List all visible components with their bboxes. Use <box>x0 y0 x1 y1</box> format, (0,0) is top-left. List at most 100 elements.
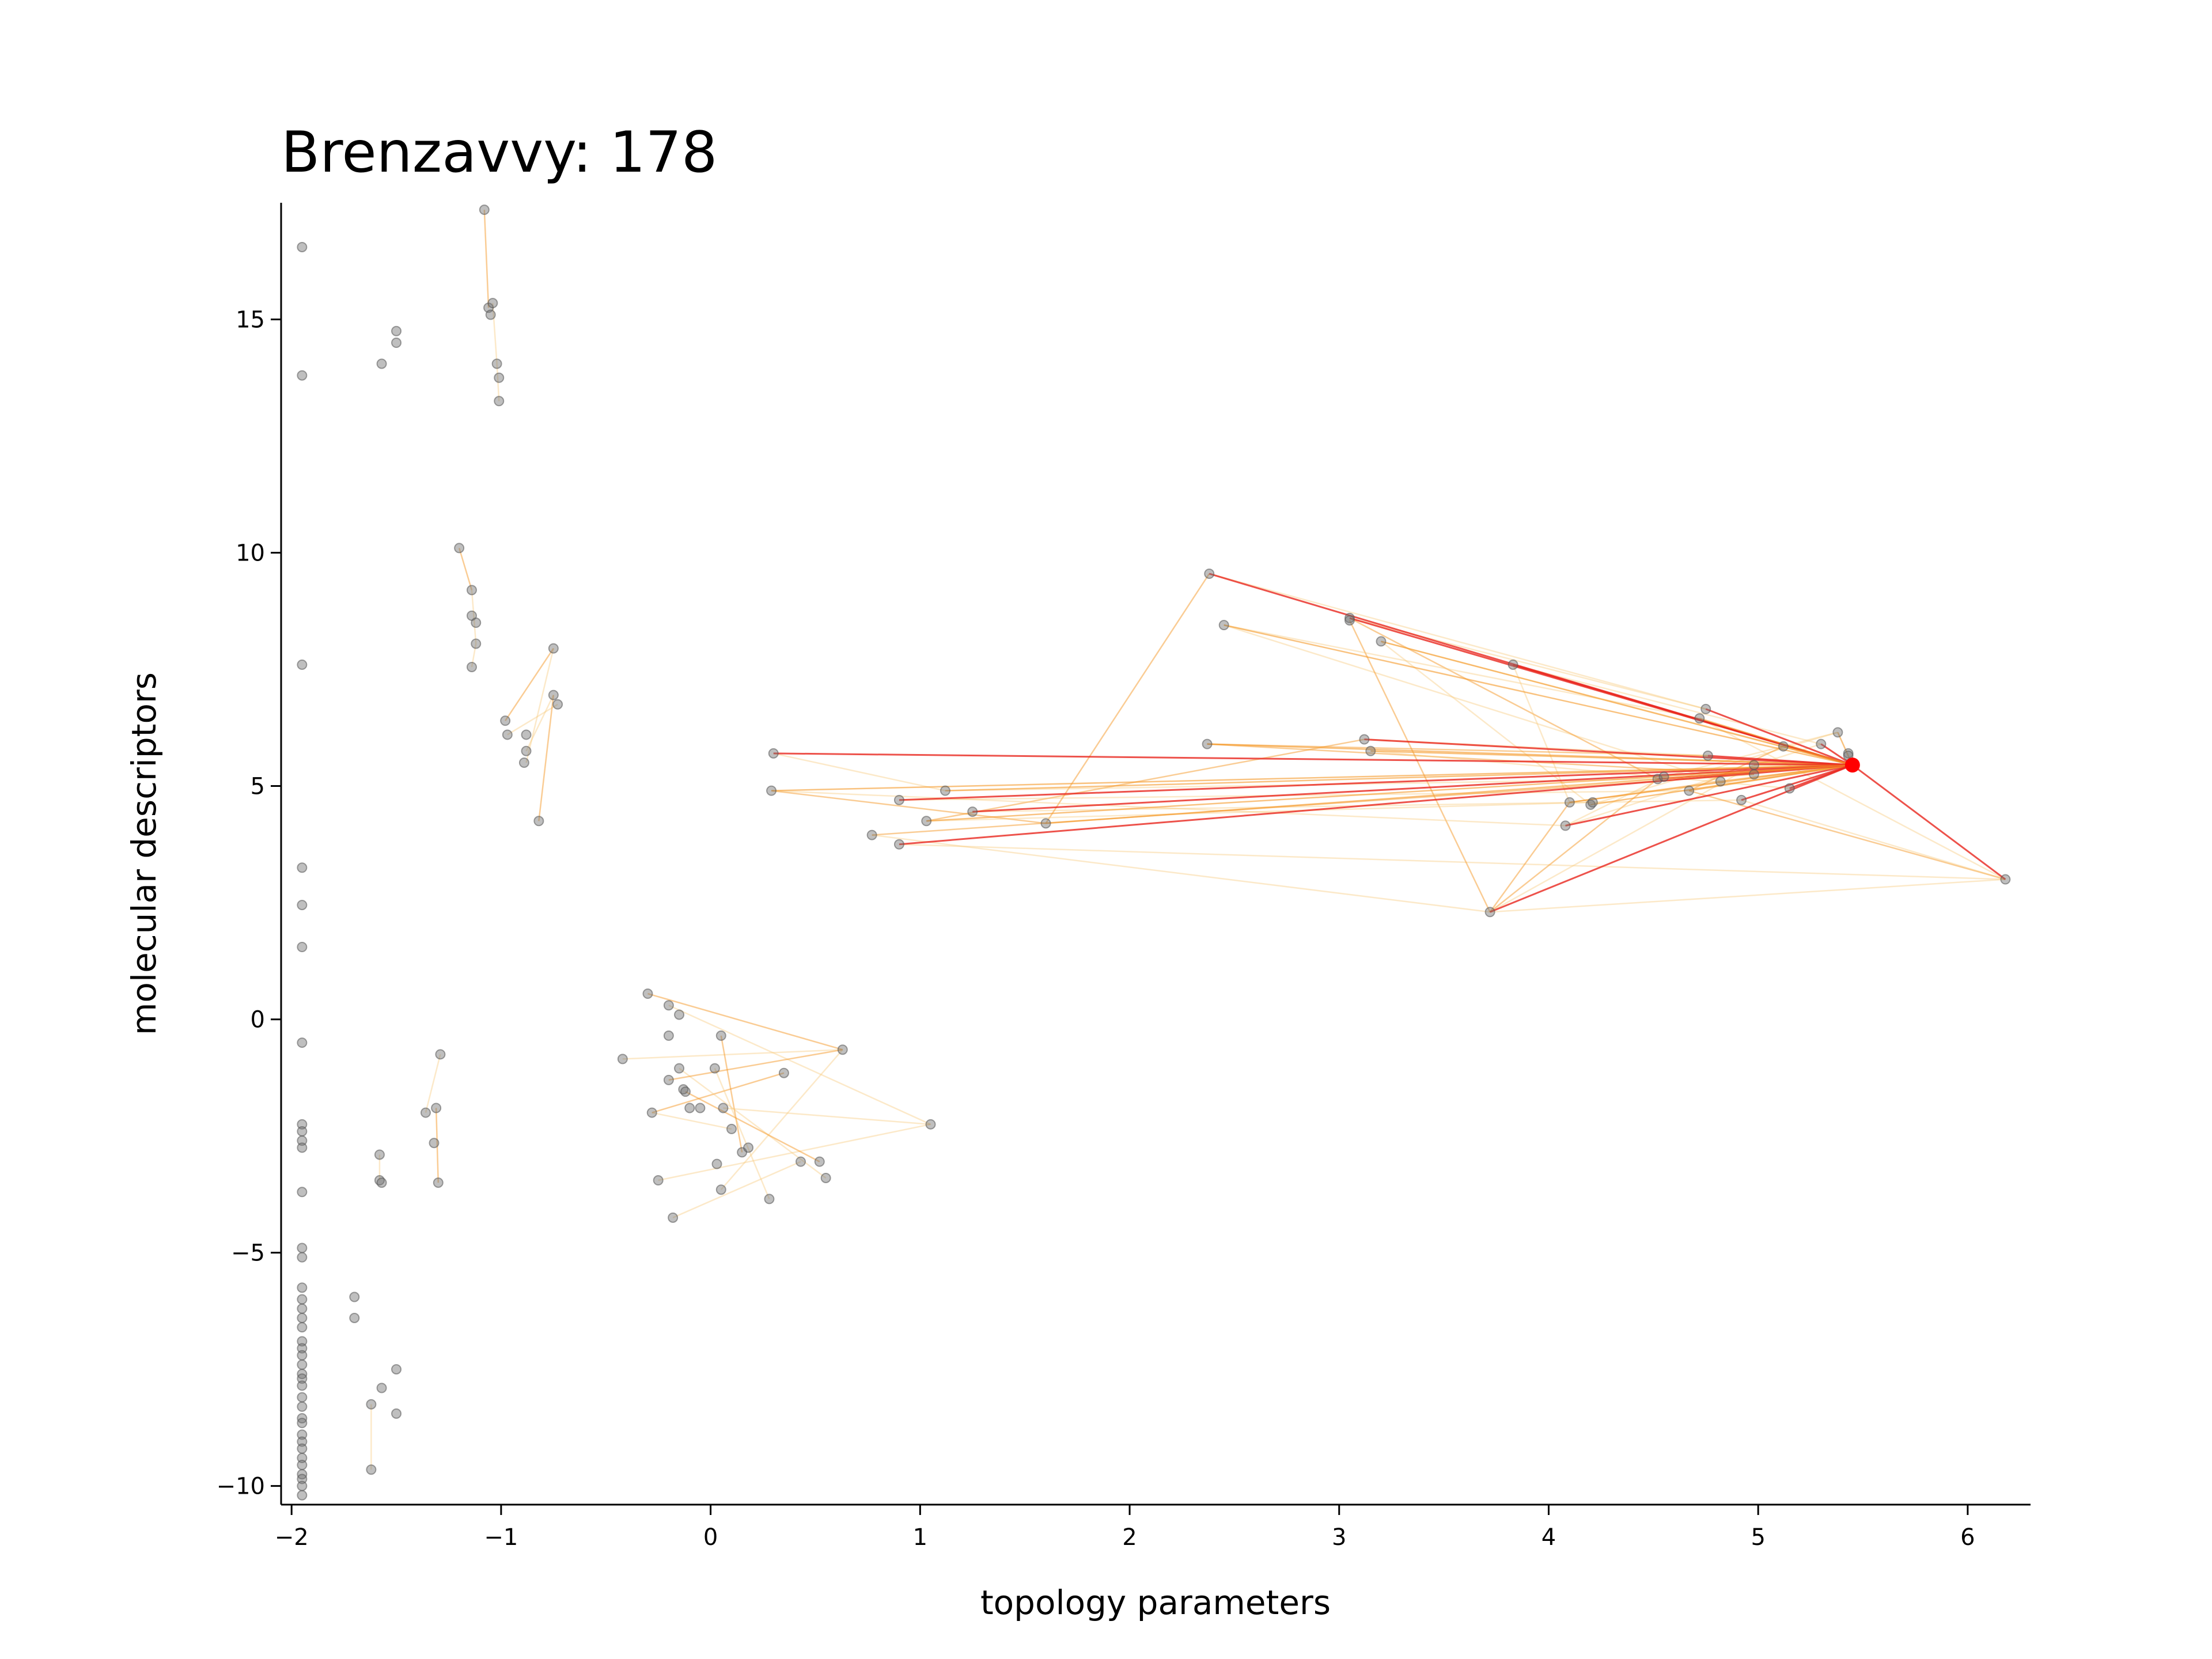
highlight-edge <box>1381 641 1853 766</box>
data-point <box>297 1336 308 1347</box>
data-point <box>1204 568 1215 579</box>
axes <box>280 203 2031 1506</box>
data-point <box>391 325 402 336</box>
data-point <box>1778 741 1789 752</box>
data-point <box>1587 797 1598 808</box>
edge <box>1699 717 2006 880</box>
highlight-edge <box>1851 764 2006 880</box>
edge <box>1512 664 1570 803</box>
data-point <box>297 1418 308 1429</box>
data-point <box>431 1103 442 1113</box>
data-point <box>366 1464 377 1475</box>
data-point <box>521 745 532 756</box>
y-tick-label: −10 <box>217 1474 265 1500</box>
edge <box>771 790 1046 824</box>
chart-title: Brenzavvy: 178 <box>281 120 717 185</box>
edge <box>435 1108 440 1183</box>
data-point <box>533 816 544 827</box>
edge <box>525 648 555 763</box>
edge <box>1349 620 1491 912</box>
data-point <box>680 1086 691 1097</box>
data-point <box>837 1044 848 1055</box>
data-point <box>297 1187 308 1198</box>
data-point <box>376 1382 387 1393</box>
data-point <box>766 785 777 796</box>
x-tick-label: 6 <box>1960 1524 1975 1551</box>
edge <box>1490 764 1755 913</box>
data-point <box>435 1049 446 1060</box>
x-tick-label: 0 <box>703 1524 718 1551</box>
edge <box>538 695 555 821</box>
data-point <box>297 862 308 873</box>
data-point <box>663 1000 674 1011</box>
data-point <box>1508 659 1518 670</box>
x-tick-label: 3 <box>1332 1524 1346 1551</box>
data-point <box>297 1312 308 1323</box>
data-point <box>743 1142 754 1153</box>
data-point <box>1652 774 1663 785</box>
edge <box>507 703 558 736</box>
y-tick-label: −5 <box>231 1240 265 1267</box>
data-point <box>1218 620 1229 631</box>
edge <box>458 548 473 590</box>
data-point <box>967 806 978 817</box>
data-point <box>297 1119 308 1130</box>
edge <box>652 1072 785 1113</box>
data-point <box>768 748 779 759</box>
highlight-edge <box>1783 745 1853 766</box>
x-tick-label: −2 <box>275 1524 309 1551</box>
data-point <box>297 1490 308 1501</box>
data-point <box>695 1103 706 1113</box>
edge <box>771 790 1566 827</box>
data-point <box>471 638 482 649</box>
data-point <box>663 1074 674 1085</box>
data-point <box>893 794 904 805</box>
data-point <box>297 659 308 670</box>
data-point <box>548 643 559 654</box>
y-tick-label: 0 <box>251 1007 265 1033</box>
highlight-edge <box>1688 764 1853 791</box>
data-point <box>479 204 490 215</box>
data-point <box>391 338 402 349</box>
x-tick-label: 5 <box>1751 1524 1765 1551</box>
edge <box>1490 878 2006 913</box>
data-point <box>429 1138 440 1149</box>
data-point <box>1359 734 1370 745</box>
data-point <box>796 1156 806 1167</box>
data-point <box>297 1480 308 1491</box>
highlight-edge <box>1789 764 1853 790</box>
edge <box>1224 624 1700 719</box>
x-ticks: −2 −1 0 1 2 3 4 5 6 <box>275 1505 1975 1551</box>
data-point <box>297 1037 308 1048</box>
data-point <box>1832 727 1843 738</box>
graph-edges <box>370 210 2006 1470</box>
data-point <box>711 1158 722 1169</box>
data-point <box>1202 738 1213 749</box>
highlight-edge <box>926 764 1853 822</box>
highlight-edge <box>773 752 1853 766</box>
edge <box>652 1112 732 1130</box>
highlight-edge <box>1370 750 1853 766</box>
highlight-edge <box>1707 755 1853 766</box>
data-point <box>297 1429 308 1440</box>
edge <box>483 210 490 308</box>
data-point <box>814 1156 825 1167</box>
edge <box>1688 790 2006 880</box>
highlight-edge <box>1046 764 1853 824</box>
data-point <box>1040 818 1051 829</box>
edge <box>668 1005 931 1125</box>
edge <box>723 1107 931 1126</box>
data-point <box>420 1107 431 1118</box>
edge <box>505 647 554 721</box>
x-tick-label: 4 <box>1541 1524 1556 1551</box>
highlight-edge <box>899 764 1853 846</box>
data-point <box>642 988 653 999</box>
data-point <box>297 370 308 381</box>
data-point <box>866 830 877 840</box>
x-tick-label: 1 <box>913 1524 927 1551</box>
data-point <box>485 309 496 320</box>
data-point <box>466 661 477 672</box>
data-point <box>376 358 387 369</box>
data-point <box>715 1030 726 1041</box>
